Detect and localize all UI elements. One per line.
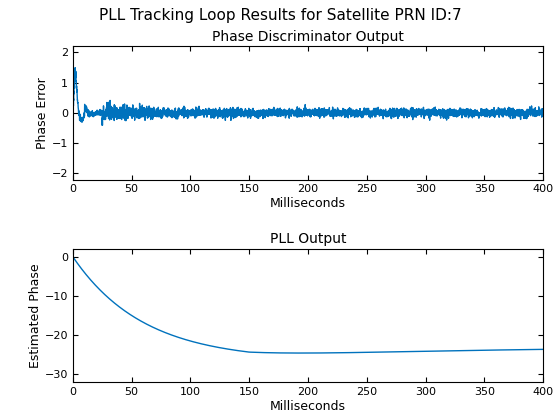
Title: PLL Output: PLL Output [270,232,346,246]
Text: PLL Tracking Loop Results for Satellite PRN ID:7: PLL Tracking Loop Results for Satellite … [99,8,461,24]
Title: Phase Discriminator Output: Phase Discriminator Output [212,30,404,44]
X-axis label: Milliseconds: Milliseconds [270,197,346,210]
X-axis label: Milliseconds: Milliseconds [270,400,346,413]
Y-axis label: Estimated Phase: Estimated Phase [29,263,41,368]
Y-axis label: Phase Error: Phase Error [36,77,49,149]
